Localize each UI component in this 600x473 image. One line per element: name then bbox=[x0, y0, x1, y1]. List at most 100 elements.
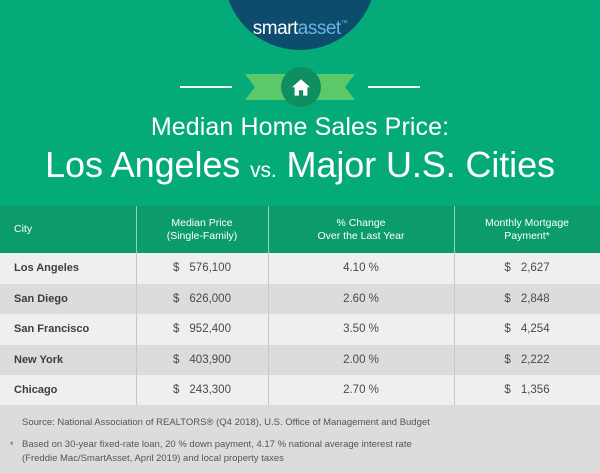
cell-median-price: $952,400 bbox=[136, 314, 268, 345]
currency-symbol: $ bbox=[504, 384, 511, 397]
cell-percent-change: 2.70 % bbox=[268, 375, 454, 406]
cell-median-price: $626,000 bbox=[136, 283, 268, 315]
cell-city: Chicago bbox=[0, 375, 136, 406]
city-label: Chicago bbox=[14, 384, 58, 397]
monthly-payment-value: $1,356 bbox=[504, 384, 549, 396]
logo-wordmark: smartasset™ bbox=[252, 18, 348, 39]
percent-change-value: 2.70 % bbox=[343, 384, 379, 397]
logo-word-asset: asset bbox=[297, 18, 341, 39]
column-header-city-line1: City bbox=[14, 223, 33, 235]
cell-percent-change: 3.50 % bbox=[268, 314, 454, 345]
logo-word-smart: smart bbox=[252, 18, 299, 39]
currency-symbol: $ bbox=[173, 384, 180, 397]
currency-symbol: $ bbox=[504, 262, 511, 275]
cell-percent-change: 4.10 % bbox=[268, 253, 454, 284]
page-title: Median Home Sales Price: Los Angeles vs.… bbox=[0, 111, 600, 193]
percent-change-value: 3.50 % bbox=[343, 323, 379, 336]
column-header-median-price-line2: (Single-Family) bbox=[166, 229, 238, 242]
home-icon bbox=[291, 78, 311, 97]
percent-change-value: 2.00 % bbox=[343, 353, 379, 366]
title-line-secondary: Los Angeles vs. Major U.S. Cities bbox=[0, 143, 600, 193]
cell-monthly-payment: $1,356 bbox=[454, 375, 600, 406]
table-row: San Diego $626,000 2.60 % $2,848 bbox=[0, 283, 600, 315]
methodology-note: * Based on 30-year fixed-rate loan, 20 %… bbox=[10, 438, 586, 466]
footnote-asterisk: * bbox=[10, 440, 14, 450]
divider-rule-right bbox=[368, 86, 420, 88]
table-header-row: City Median Price (Single-Family) % Chan… bbox=[0, 206, 600, 253]
divider-rule-left bbox=[180, 86, 232, 88]
median-price-value: $576,100 bbox=[173, 262, 231, 274]
table-row: Chicago $243,300 2.70 % $1,356 bbox=[0, 375, 600, 406]
comparison-table: City Median Price (Single-Family) % Chan… bbox=[0, 206, 600, 406]
payment-number: 1,356 bbox=[520, 384, 550, 397]
price-number: 403,900 bbox=[189, 353, 231, 366]
cell-city: Los Angeles bbox=[0, 253, 136, 284]
median-price-value: $403,900 bbox=[173, 354, 231, 366]
price-number: 576,100 bbox=[189, 262, 231, 275]
monthly-payment-value: $4,254 bbox=[504, 323, 549, 335]
payment-number: 2,848 bbox=[520, 292, 550, 305]
cell-city: San Francisco bbox=[0, 314, 136, 345]
cell-percent-change: 2.60 % bbox=[268, 283, 454, 315]
ribbon-divider bbox=[0, 67, 600, 107]
column-header-percent-change: % Change Over the Last Year bbox=[268, 206, 454, 253]
city-label: New York bbox=[14, 353, 64, 366]
city-label: Los Angeles bbox=[14, 262, 79, 275]
table-row: Los Angeles $576,100 4.10 % $2,627 bbox=[0, 253, 600, 284]
payment-number: 2,222 bbox=[520, 353, 550, 366]
city-label: San Diego bbox=[14, 292, 68, 305]
percent-change-value: 4.10 % bbox=[343, 262, 379, 275]
currency-symbol: $ bbox=[504, 353, 511, 366]
payment-number: 4,254 bbox=[520, 323, 550, 336]
column-header-median-price-line1: Median Price bbox=[171, 216, 233, 229]
cell-monthly-payment: $4,254 bbox=[454, 314, 600, 345]
table-row: San Francisco $952,400 3.50 % $4,254 bbox=[0, 314, 600, 345]
column-header-median-price: Median Price (Single-Family) bbox=[136, 206, 268, 253]
percent-change-value: 2.60 % bbox=[343, 292, 379, 305]
smartasset-logo[interactable]: smartasset™ bbox=[224, 0, 376, 50]
source-line: Source: National Association of REALTORS… bbox=[22, 417, 430, 428]
cell-city: San Diego bbox=[0, 284, 136, 315]
cell-median-price: $403,900 bbox=[136, 344, 268, 376]
currency-symbol: $ bbox=[173, 323, 180, 336]
price-number: 626,000 bbox=[189, 292, 231, 305]
price-number: 243,300 bbox=[189, 384, 231, 397]
home-icon-circle bbox=[281, 67, 321, 107]
column-header-monthly-payment-line1: Monthly Mortgage bbox=[484, 216, 570, 229]
currency-symbol: $ bbox=[173, 353, 180, 366]
column-header-percent-change-line1: % Change bbox=[336, 216, 386, 229]
currency-symbol: $ bbox=[504, 292, 511, 305]
footnotes: Source: National Association of REALTORS… bbox=[0, 405, 600, 473]
cell-monthly-payment: $2,222 bbox=[454, 344, 600, 376]
median-price-value: $952,400 bbox=[173, 323, 231, 335]
column-header-percent-change-line2: Over the Last Year bbox=[317, 229, 405, 242]
column-header-monthly-payment: Monthly Mortgage Payment* bbox=[454, 206, 600, 253]
price-number: 952,400 bbox=[189, 323, 231, 336]
cell-monthly-payment: $2,848 bbox=[454, 283, 600, 315]
median-price-value: $626,000 bbox=[173, 293, 231, 305]
monthly-payment-value: $2,627 bbox=[504, 262, 549, 274]
monthly-payment-value: $2,222 bbox=[504, 354, 549, 366]
title-city: Los Angeles bbox=[45, 144, 241, 185]
methodology-note-line1: Based on 30-year fixed-rate loan, 20 % d… bbox=[22, 439, 412, 450]
cell-median-price: $576,100 bbox=[136, 253, 268, 284]
cell-percent-change: 2.00 % bbox=[268, 344, 454, 376]
column-header-monthly-payment-line2: Payment* bbox=[504, 229, 550, 242]
trademark-icon: ™ bbox=[340, 19, 348, 27]
table-row: New York $403,900 2.00 % $2,222 bbox=[0, 344, 600, 376]
monthly-payment-value: $2,848 bbox=[504, 293, 549, 305]
cell-median-price: $243,300 bbox=[136, 375, 268, 406]
median-price-value: $243,300 bbox=[173, 384, 231, 396]
currency-symbol: $ bbox=[504, 323, 511, 336]
methodology-note-line2: (Freddie Mac/SmartAsset, April 2019) and… bbox=[22, 453, 284, 464]
cell-monthly-payment: $2,627 bbox=[454, 253, 600, 284]
title-comparison: Major U.S. Cities bbox=[286, 144, 555, 185]
currency-symbol: $ bbox=[173, 262, 180, 275]
currency-symbol: $ bbox=[173, 292, 180, 305]
title-vs: vs. bbox=[250, 159, 277, 182]
title-line-primary: Median Home Sales Price: bbox=[150, 113, 450, 141]
city-label: San Francisco bbox=[14, 323, 90, 336]
cell-city: New York bbox=[0, 345, 136, 376]
column-header-city: City bbox=[0, 206, 136, 253]
